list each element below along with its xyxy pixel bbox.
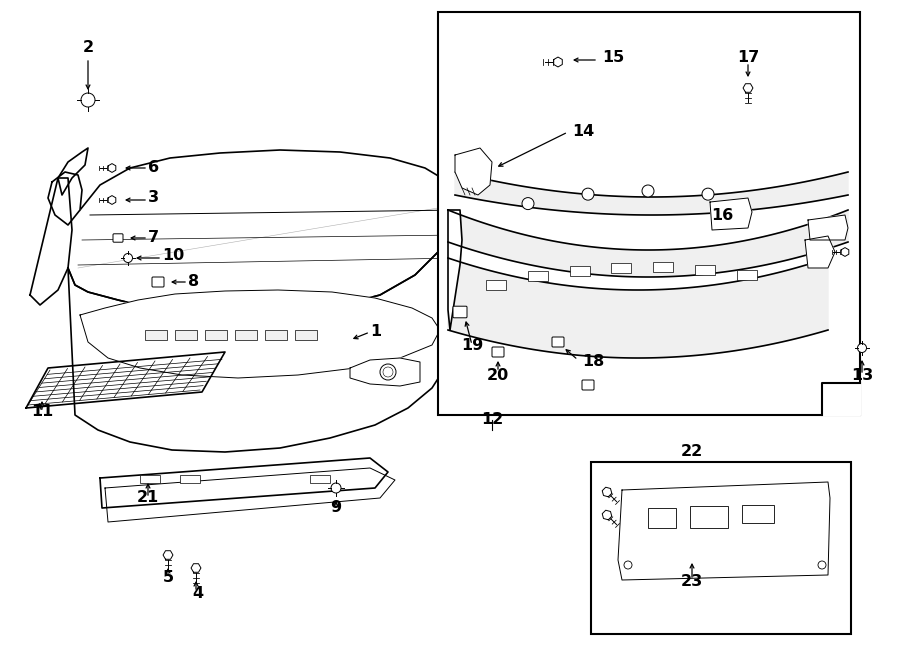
Bar	[438, 12, 860, 415]
Text: 20: 20	[487, 368, 509, 383]
Circle shape	[582, 188, 594, 200]
Bar	[527, 272, 548, 282]
Text: 17: 17	[737, 50, 759, 65]
Circle shape	[702, 188, 714, 200]
Polygon shape	[108, 196, 116, 204]
Polygon shape	[822, 383, 860, 415]
Text: 21: 21	[137, 490, 159, 506]
Text: 18: 18	[582, 354, 604, 369]
Polygon shape	[350, 358, 420, 386]
FancyBboxPatch shape	[582, 380, 594, 390]
Text: 6: 6	[148, 161, 159, 176]
Polygon shape	[602, 487, 612, 497]
Text: 15: 15	[602, 50, 625, 65]
Polygon shape	[48, 172, 82, 225]
Circle shape	[380, 364, 396, 380]
Bar	[486, 280, 506, 290]
Bar	[742, 505, 774, 523]
Bar	[175, 330, 197, 340]
Bar	[653, 262, 673, 272]
Polygon shape	[108, 164, 116, 173]
Bar	[180, 475, 200, 483]
Bar	[145, 330, 167, 340]
Circle shape	[858, 344, 867, 352]
Polygon shape	[842, 248, 849, 256]
Text: 22: 22	[681, 444, 703, 459]
Bar	[648, 508, 676, 528]
Bar	[235, 330, 257, 340]
Text: 14: 14	[572, 124, 594, 139]
Polygon shape	[448, 210, 462, 330]
Text: 23: 23	[681, 574, 703, 590]
Circle shape	[642, 185, 654, 197]
FancyBboxPatch shape	[492, 347, 504, 357]
FancyBboxPatch shape	[453, 306, 467, 318]
Bar	[690, 506, 728, 528]
Polygon shape	[105, 468, 395, 522]
Circle shape	[123, 254, 132, 262]
Text: 12: 12	[481, 412, 503, 428]
FancyBboxPatch shape	[152, 277, 164, 287]
Text: 7: 7	[148, 231, 159, 245]
FancyBboxPatch shape	[552, 337, 564, 347]
Text: 5: 5	[162, 570, 174, 586]
Bar	[570, 266, 590, 276]
Bar	[205, 330, 227, 340]
Text: 4: 4	[193, 586, 203, 602]
Text: 19: 19	[461, 338, 483, 352]
Polygon shape	[30, 178, 72, 305]
Circle shape	[331, 483, 341, 493]
Polygon shape	[455, 172, 848, 215]
Polygon shape	[68, 150, 460, 316]
Polygon shape	[191, 564, 201, 572]
Circle shape	[818, 561, 826, 569]
FancyBboxPatch shape	[113, 234, 123, 242]
Polygon shape	[448, 210, 848, 277]
Polygon shape	[58, 148, 88, 195]
Polygon shape	[163, 551, 173, 559]
Bar	[295, 330, 317, 340]
Text: 11: 11	[31, 405, 53, 420]
Polygon shape	[805, 236, 835, 268]
Polygon shape	[68, 205, 460, 452]
Bar	[265, 330, 287, 340]
Text: 10: 10	[162, 247, 184, 262]
Bar	[591, 462, 851, 634]
Text: 1: 1	[370, 325, 381, 340]
Bar	[737, 270, 757, 280]
Bar	[140, 475, 160, 483]
Text: 3: 3	[148, 190, 159, 206]
Text: 9: 9	[330, 500, 342, 516]
Polygon shape	[710, 198, 752, 230]
Circle shape	[522, 198, 534, 210]
Polygon shape	[80, 290, 440, 378]
Text: 8: 8	[188, 274, 199, 290]
Polygon shape	[554, 57, 562, 67]
Bar	[310, 475, 330, 483]
Text: 13: 13	[850, 368, 873, 383]
Polygon shape	[743, 84, 753, 93]
Circle shape	[81, 93, 95, 107]
Bar	[611, 262, 632, 272]
Text: 2: 2	[83, 40, 94, 56]
Circle shape	[624, 561, 632, 569]
Bar	[695, 264, 715, 274]
Polygon shape	[448, 258, 828, 358]
Polygon shape	[808, 215, 848, 240]
Polygon shape	[455, 148, 492, 195]
Polygon shape	[618, 482, 830, 580]
Polygon shape	[602, 510, 612, 520]
Text: 16: 16	[711, 208, 733, 223]
Polygon shape	[100, 458, 388, 508]
